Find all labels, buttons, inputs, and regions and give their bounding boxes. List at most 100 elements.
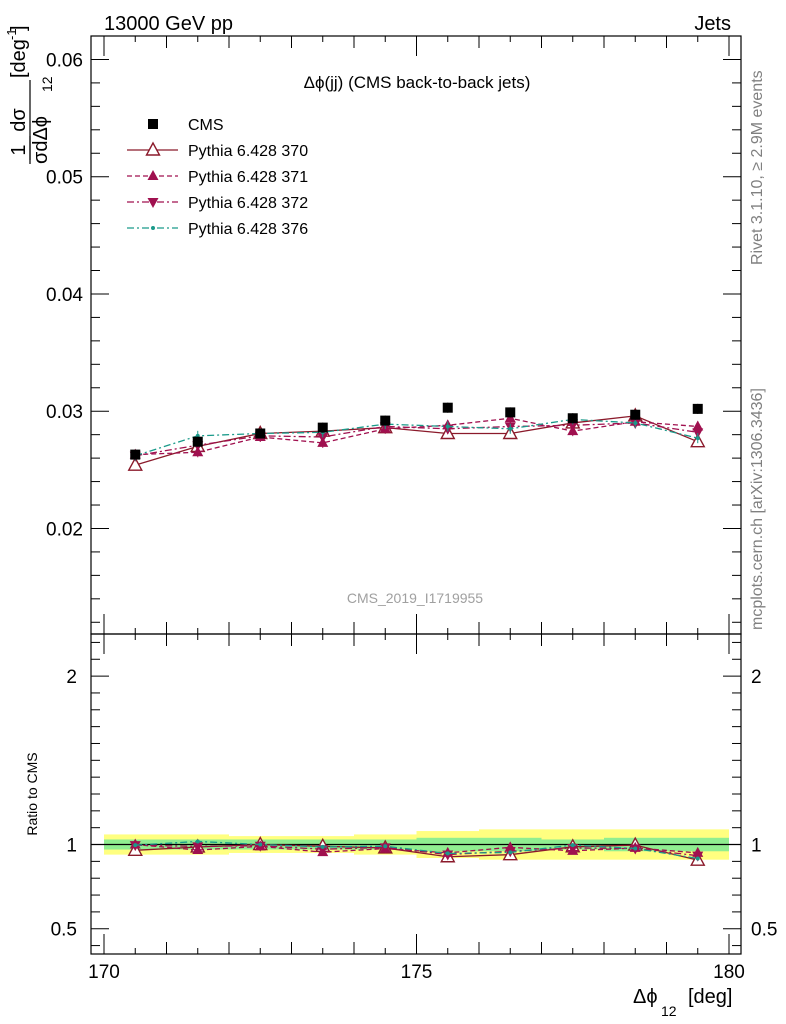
legend-marker xyxy=(147,198,159,208)
legend: CMS Pythia 6.428 370 Pythia 6.428 371 Pythi… xyxy=(127,117,308,238)
x-axis-title-symbol: Δϕ xyxy=(633,986,658,1008)
legend-label: CMS xyxy=(188,117,224,134)
data-point xyxy=(127,456,143,471)
y-axis-title-unit-close: ] xyxy=(8,25,30,31)
ratio-line xyxy=(135,844,698,857)
ratio-point xyxy=(317,845,329,856)
data-point xyxy=(692,403,703,414)
y-axis-title-den-sub: 12 xyxy=(39,76,55,92)
legend-entry: CMS xyxy=(148,117,224,134)
y-axis-title-num: dσ xyxy=(8,108,30,132)
data-point xyxy=(567,421,579,432)
ratio-uncertainty-band xyxy=(91,829,741,860)
legend-marker xyxy=(151,226,155,230)
y-axis-title-unit: [deg xyxy=(8,39,30,78)
header-left: 13000 GeV pp xyxy=(104,13,233,35)
data-point xyxy=(567,413,578,424)
plot-title: Δϕ(jj) (CMS back-to-back jets) xyxy=(304,73,531,92)
data-point xyxy=(317,433,329,444)
axis-tick-labels: 0.02 0.03 0.04 0.05 0.06 170 175 180 0.5 0.5 1 1 2 2 xyxy=(46,50,777,983)
ratio-y-tick-label-right: 2 xyxy=(751,667,762,688)
y-axis-title: 1 dσ σdΔϕ 12 [deg -1 ] xyxy=(4,25,55,164)
legend-entry: Pythia 6.428 372 xyxy=(127,195,308,212)
y-axis-title-one: 1 xyxy=(8,144,30,155)
y-tick-label: 0.03 xyxy=(46,402,83,423)
legend-label: Pythia 6.428 371 xyxy=(188,169,308,186)
series-line xyxy=(135,417,698,456)
data-series xyxy=(127,402,706,471)
legend-label: Pythia 6.428 370 xyxy=(188,143,308,160)
x-axis-title: Δϕ 12 [deg] xyxy=(633,986,732,1019)
ratio-plot-frame xyxy=(90,633,742,955)
data-point xyxy=(633,420,638,425)
rivet-label: Rivet 3.1.10, ≥ 2.9M events xyxy=(749,70,766,265)
ratio-point xyxy=(633,846,638,851)
legend-entry: Pythia 6.428 371 xyxy=(127,169,308,186)
series-0 xyxy=(130,402,703,460)
data-point xyxy=(255,428,266,439)
series-1 xyxy=(127,407,706,471)
legend-marker xyxy=(148,119,158,129)
ratio-point xyxy=(192,842,204,853)
legend-marker xyxy=(147,170,159,180)
ratio-axis-title: Ratio to CMS xyxy=(24,752,40,835)
ratio-line xyxy=(135,840,698,860)
y-axis-title-den: σdΔϕ xyxy=(30,116,52,164)
series-line xyxy=(135,422,698,457)
legend-entry: Pythia 6.428 370 xyxy=(127,141,308,160)
ratio-y-tick-label-right: 0.5 xyxy=(751,920,777,941)
data-point xyxy=(380,415,391,426)
ratio-point xyxy=(383,844,388,849)
legend-marker xyxy=(145,141,161,156)
ratio-point xyxy=(508,850,513,855)
x-tick-label: 170 xyxy=(88,962,120,983)
y-axis-title-unit-sup: -1 xyxy=(4,28,19,40)
legend-label: Pythia 6.428 376 xyxy=(188,221,308,238)
ratio-point xyxy=(258,842,263,847)
data-point xyxy=(695,436,700,441)
ratio-y-tick-label: 1 xyxy=(66,836,77,857)
y-tick-label: 0.02 xyxy=(46,519,83,540)
data-point xyxy=(508,426,513,431)
data-point xyxy=(442,402,453,413)
x-axis-title-sub: 12 xyxy=(661,1003,677,1019)
ratio-point xyxy=(195,839,200,844)
x-tick-label: 180 xyxy=(713,962,745,983)
ratio-y-tick-label-right: 1 xyxy=(751,836,762,857)
data-point xyxy=(130,449,141,460)
series-2 xyxy=(129,412,704,460)
ratio-point xyxy=(133,843,138,848)
x-tick-label: 175 xyxy=(401,962,433,983)
ratio-point xyxy=(320,844,325,849)
analysis-id: CMS_2019_I1719955 xyxy=(347,590,483,606)
ratio-y-tick-label: 2 xyxy=(66,667,77,688)
axis-ticks xyxy=(91,36,741,954)
y-tick-label: 0.05 xyxy=(46,168,83,189)
ratio-point xyxy=(445,851,450,856)
series-line xyxy=(135,418,698,457)
ratio-series-4 xyxy=(133,839,700,861)
data-point xyxy=(445,424,450,429)
ratio-series xyxy=(127,836,706,866)
legend-entry: Pythia 6.428 376 xyxy=(127,221,308,238)
data-point xyxy=(630,409,641,420)
data-point xyxy=(192,436,203,447)
y-tick-label: 0.04 xyxy=(46,285,83,306)
ratio-y-tick-label: 0.5 xyxy=(51,920,77,941)
data-point xyxy=(317,422,328,433)
mcplots-label: mcplots.cern.ch [arXiv:1306.3436] xyxy=(749,388,766,630)
series-4 xyxy=(133,414,700,461)
data-point xyxy=(692,420,704,431)
ratio-point xyxy=(567,843,579,854)
legend-label: Pythia 6.428 372 xyxy=(188,195,308,212)
data-point xyxy=(505,407,516,418)
ratio-point xyxy=(695,856,700,861)
header-right: Jets xyxy=(694,13,731,35)
x-axis-title-unit: [deg] xyxy=(688,986,732,1008)
y-tick-label: 0.06 xyxy=(46,50,83,71)
data-point xyxy=(192,446,204,457)
series-3 xyxy=(129,417,704,462)
ratio-point xyxy=(379,843,391,854)
ratio-point xyxy=(570,843,575,848)
